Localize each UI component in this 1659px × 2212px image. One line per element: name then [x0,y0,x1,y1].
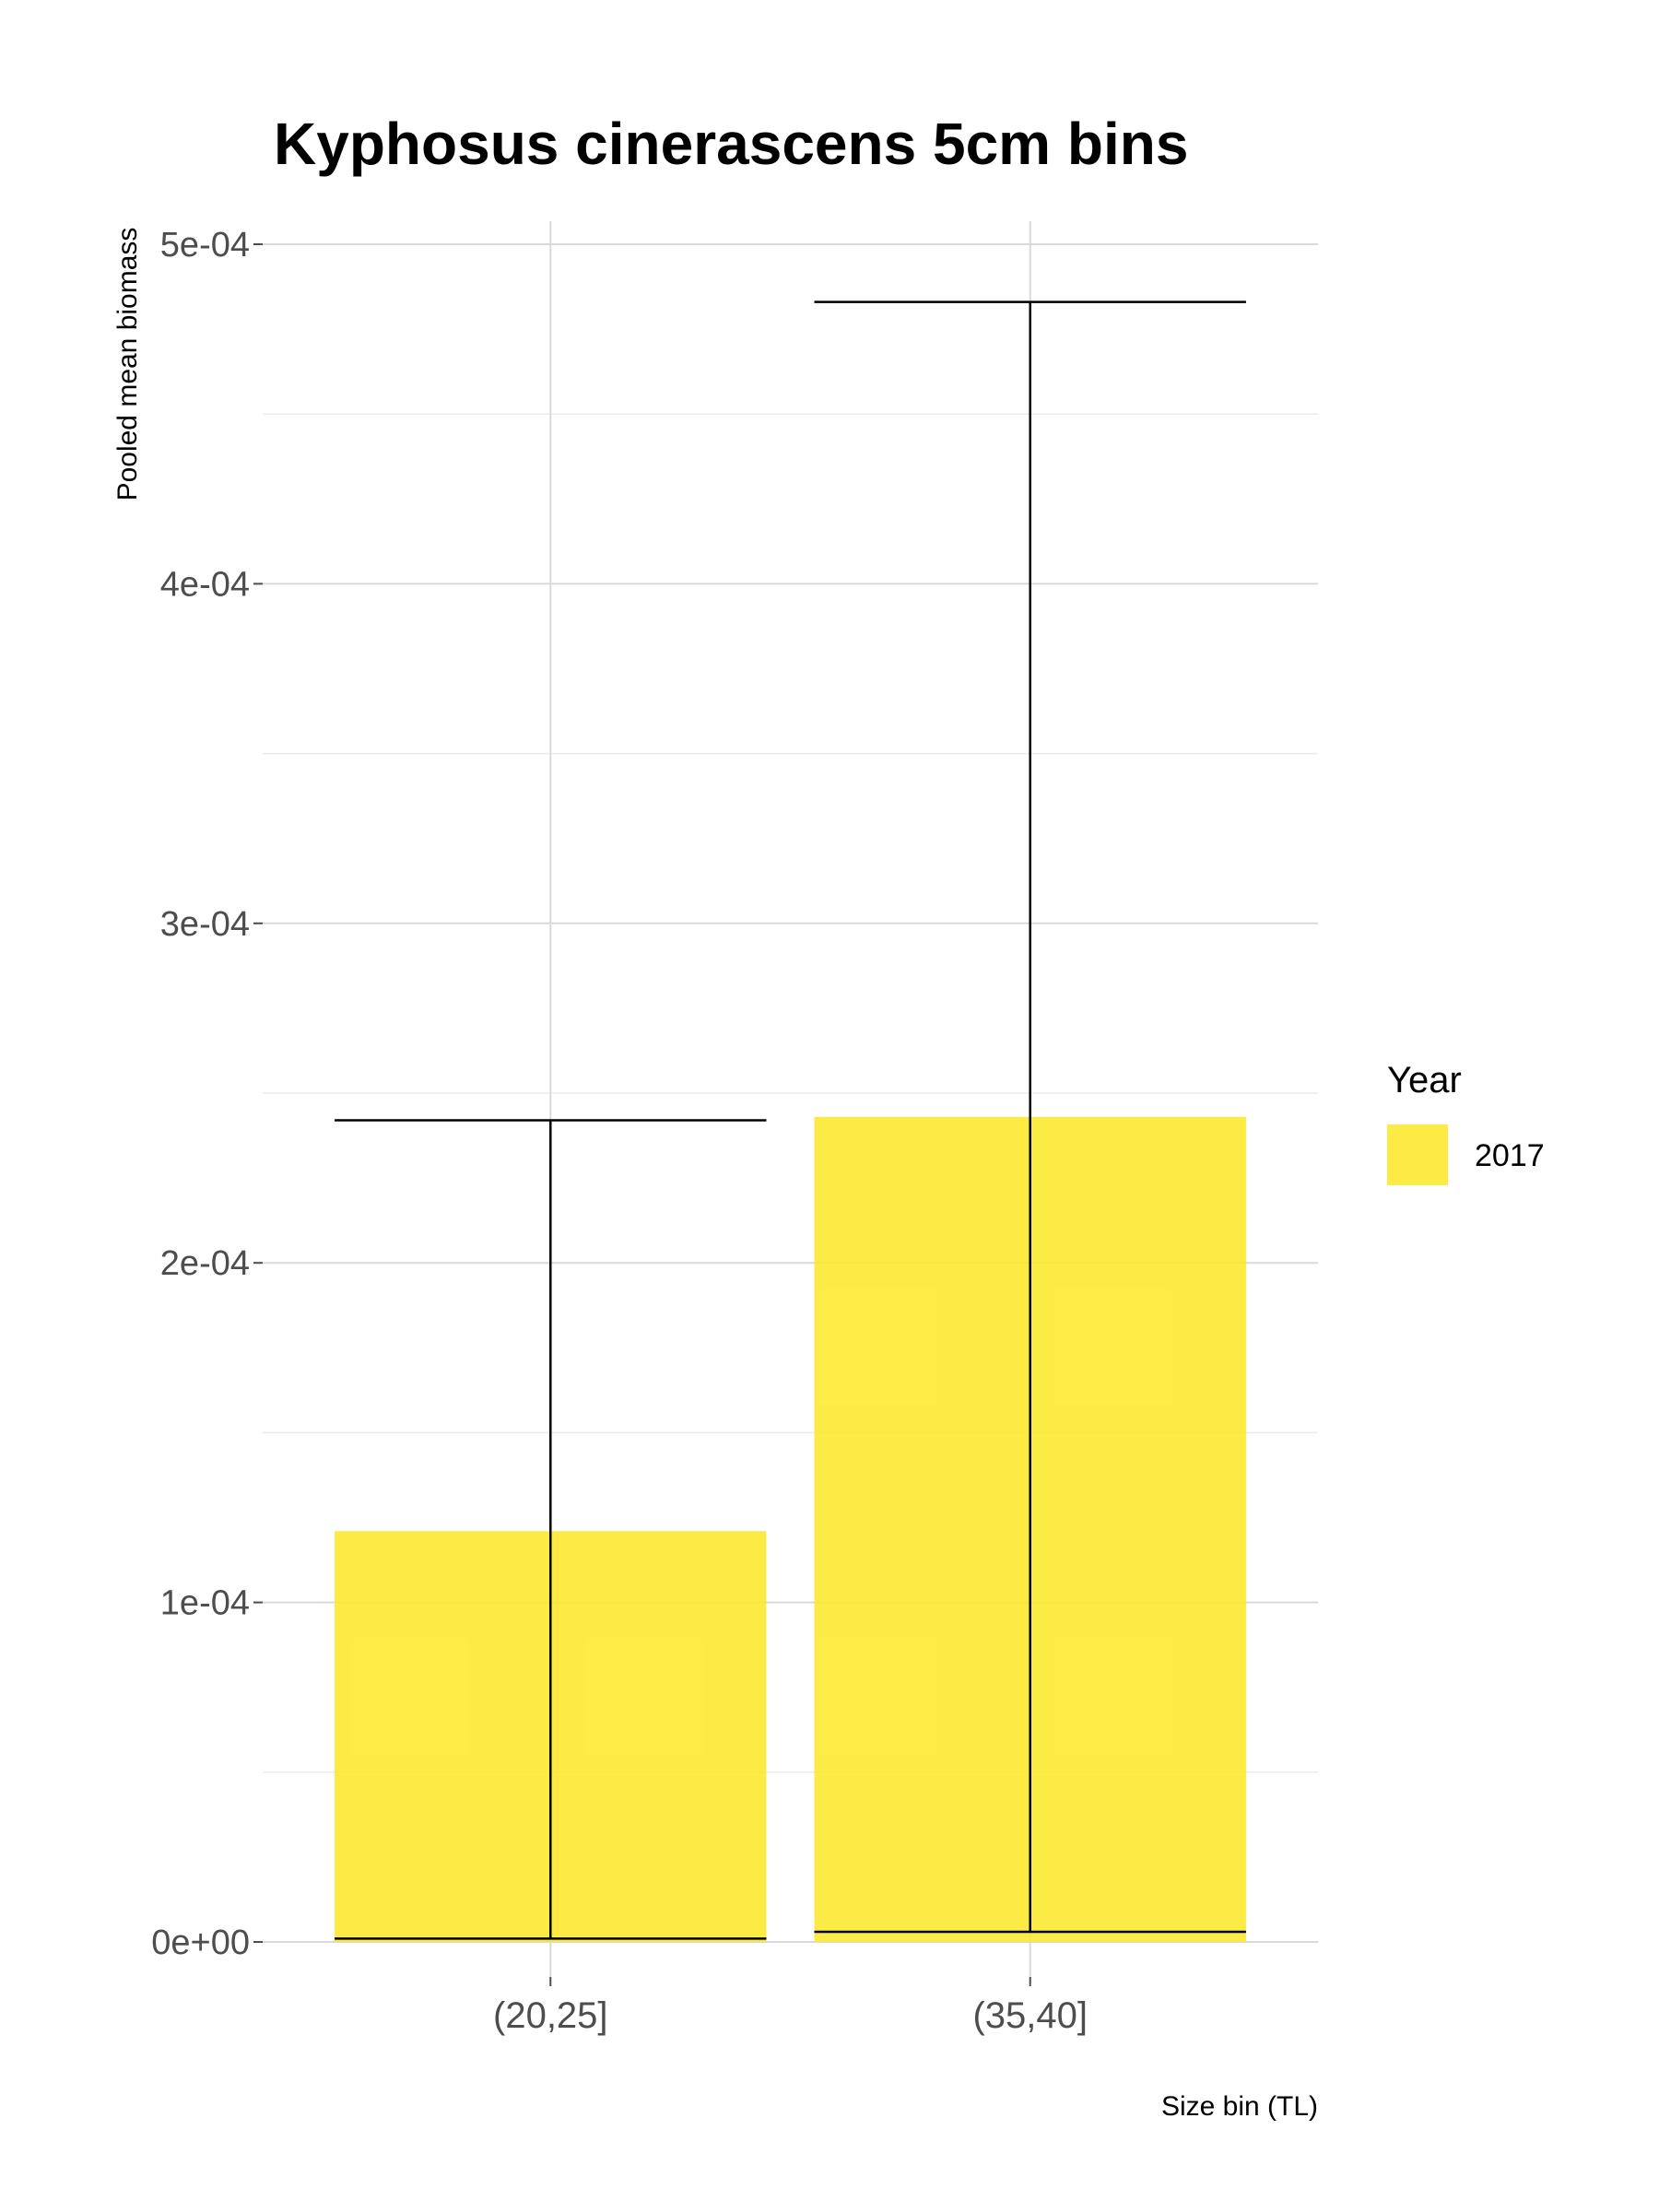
y-tick-label: 5e-04 [160,226,250,265]
x-tick-label: (20,25] [493,1995,608,2036]
y-tick-label: 0e+00 [151,1924,250,1962]
legend-entries: 2017 [1387,1124,1545,1185]
error-bar [814,300,1246,1934]
x-axis-ticks: (20,25] (35,40] [493,1977,1088,2036]
y-tick-label: 3e-04 [160,905,250,944]
y-axis-title: Pooled mean biomass [112,228,143,501]
bars [335,1116,1246,1942]
error-bar [335,1119,767,1940]
legend-label: 2017 [1475,1138,1545,1173]
legend: Year 2017 [1387,1060,1545,1185]
y-axis-ticks: 0e+00 1e-04 2e-04 3e-04 4e-04 5e-04 [151,226,263,1962]
y-tick-label: 1e-04 [160,1584,250,1623]
legend-title: Year [1387,1060,1462,1100]
x-axis-title: Size bin (TL) [1161,2091,1318,2122]
y-tick-label: 2e-04 [160,1244,250,1283]
chart-title: Kyphosus cinerascens 5cm bins [274,111,1188,177]
error-bars [335,300,1246,1940]
y-tick-label: 4e-04 [160,565,250,604]
legend-swatch [1387,1124,1448,1185]
x-tick-label: (35,40] [972,1995,1088,2036]
